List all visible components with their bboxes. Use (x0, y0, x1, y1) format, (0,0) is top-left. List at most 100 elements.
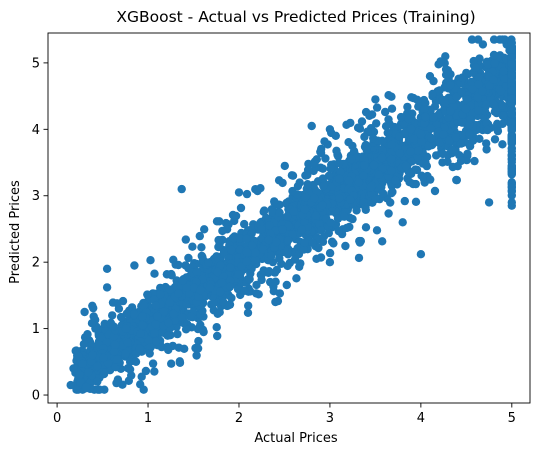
scatter-point (457, 87, 466, 97)
scatter-point (484, 198, 494, 207)
scatter-point (507, 136, 516, 145)
scatter-point (329, 239, 338, 248)
scatter-point (143, 290, 152, 299)
scatter-point (75, 370, 84, 379)
scatter-point (444, 136, 454, 145)
scatter-point (283, 236, 293, 245)
scatter-point (409, 134, 418, 143)
scatter-point (275, 208, 284, 217)
scatter-point (378, 237, 387, 246)
scatter-point (287, 171, 297, 180)
scatter-point (429, 113, 438, 122)
scatter-point (367, 110, 377, 119)
scatter-point (165, 285, 174, 294)
scatter-point (93, 377, 102, 386)
scatter-point (378, 189, 388, 198)
scatter-point (319, 232, 329, 241)
scatter-point (347, 154, 356, 164)
scatter-point (159, 307, 168, 317)
scatter-point (369, 160, 379, 170)
scatter-point (354, 253, 364, 263)
scatter-point (260, 206, 269, 215)
scatter-point (123, 364, 133, 373)
scatter-point (507, 86, 516, 95)
scatter-point (474, 35, 483, 44)
scatter-point (474, 80, 483, 89)
scatter-point (256, 184, 265, 193)
scatter-point (400, 196, 409, 206)
scatter-point (227, 293, 236, 303)
scatter-point (151, 301, 161, 310)
scatter-point (99, 353, 108, 362)
scatter-point (414, 146, 423, 156)
scatter-point (174, 343, 184, 352)
scatter-point (483, 60, 493, 69)
scatter-point (384, 115, 393, 124)
scatter-point (439, 130, 448, 139)
scatter-point (84, 368, 93, 377)
scatter-point (307, 121, 316, 131)
chart-title: XGBoost - Actual vs Predicted Prices (Tr… (116, 8, 475, 26)
scatter-point (466, 115, 475, 124)
scatter-point (342, 120, 351, 129)
scatter-point (69, 364, 78, 373)
scatter-point (355, 124, 365, 133)
scatter-point (181, 325, 191, 334)
scatter-point (125, 357, 135, 366)
scatter-point (469, 56, 478, 66)
scatter-point (496, 87, 506, 96)
scatter-point (489, 75, 498, 85)
scatter-point (303, 165, 313, 175)
scatter-point (387, 154, 396, 164)
scatter-point (426, 175, 435, 184)
scatter-point (489, 99, 498, 109)
scatter-point (326, 164, 335, 173)
scatter-point (356, 236, 365, 246)
scatter-point (314, 243, 323, 253)
scatter-point (417, 137, 426, 146)
scatter-point (405, 178, 414, 187)
scatter-point (89, 303, 98, 313)
scatter-point (257, 225, 266, 234)
scatter-point (507, 38, 516, 48)
scatter-point (136, 380, 145, 389)
scatter-point (507, 187, 516, 196)
scatter-point (280, 161, 289, 171)
scatter-point (498, 35, 507, 44)
y-tick-label: 2 (32, 256, 40, 271)
scatter-point (426, 124, 436, 133)
scatter-point (320, 137, 329, 146)
y-tick-label: 0 (32, 389, 40, 404)
scatter-point (507, 60, 516, 69)
scatter-point (310, 159, 319, 168)
scatter-point (384, 91, 393, 100)
scatter-point (151, 337, 161, 346)
scatter-point (331, 131, 340, 140)
scatter-point (164, 318, 173, 328)
scatter-point (332, 146, 341, 155)
scatter-point (109, 347, 119, 356)
scatter-point (419, 174, 429, 184)
scatter-point (341, 241, 350, 251)
scatter-point (346, 195, 355, 204)
scatter-point (295, 262, 304, 271)
scatter-point (448, 145, 457, 154)
scatter-point (219, 297, 228, 307)
scatter-point (225, 282, 235, 291)
scatter-point (362, 145, 371, 155)
scatter-point (406, 147, 415, 156)
scatter-point (87, 357, 96, 366)
scatter-point (321, 154, 330, 163)
scatter-point (374, 170, 384, 179)
y-tick-label: 1 (32, 322, 40, 337)
scatter-point (360, 132, 369, 142)
scatter-point (507, 167, 516, 176)
scatter-point (425, 72, 435, 81)
scatter-point (334, 227, 343, 236)
scatter-point (480, 106, 490, 116)
scatter-point (435, 138, 444, 148)
scatter-point (219, 248, 229, 258)
scatter-point (153, 312, 162, 321)
scatter-point (483, 125, 492, 135)
scatter-point (301, 193, 310, 202)
